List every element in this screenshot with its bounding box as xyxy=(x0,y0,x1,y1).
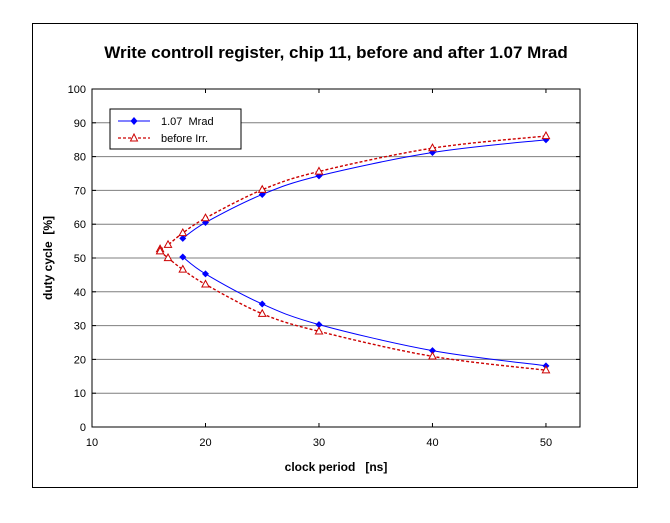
series-layer xyxy=(155,130,551,374)
x-tick-label: 10 xyxy=(86,437,98,449)
y-tick-label: 60 xyxy=(74,219,86,231)
x-tick-label: 50 xyxy=(540,437,552,449)
legend-marker-series-1 xyxy=(130,117,138,125)
y-tick-label: 10 xyxy=(74,388,86,400)
data-point xyxy=(201,270,209,278)
y-tick-label: 30 xyxy=(74,321,86,333)
chart-frame: Write controll register, chip 11, before… xyxy=(32,23,638,488)
duty-cycle-chart: Write controll register, chip 11, before… xyxy=(41,43,581,474)
series-line xyxy=(159,135,547,250)
data-point xyxy=(314,326,324,335)
chart-title: Write controll register, chip 11, before… xyxy=(104,43,568,62)
series-line xyxy=(182,139,547,239)
data-point xyxy=(201,279,210,288)
series-line xyxy=(159,250,547,371)
data-point xyxy=(428,347,436,355)
x-tick-label: 40 xyxy=(426,437,438,449)
data-point xyxy=(257,184,267,193)
data-point xyxy=(428,351,437,360)
gridlines xyxy=(92,122,580,394)
legend-label-series-2: before Irr. xyxy=(161,133,208,145)
y-tick-label: 70 xyxy=(74,185,86,197)
data-point xyxy=(315,321,323,329)
legend-label-series-1: 1.07 Mrad xyxy=(161,116,214,128)
y-tick-label: 90 xyxy=(74,118,86,130)
series-2 xyxy=(155,130,551,374)
series-line xyxy=(182,256,547,367)
data-point xyxy=(179,234,187,242)
data-point xyxy=(541,365,551,374)
data-point xyxy=(178,264,188,273)
data-point xyxy=(257,308,267,317)
data-point xyxy=(155,246,165,255)
legend-marker-series-2 xyxy=(129,132,139,142)
data-point xyxy=(163,252,173,262)
y-tick-label: 0 xyxy=(80,422,86,434)
y-axis-label: duty cycle [%] xyxy=(41,216,55,300)
y-tick-label: 80 xyxy=(74,152,86,164)
data-point xyxy=(163,239,173,248)
data-point xyxy=(178,227,188,237)
legend-box xyxy=(109,108,242,150)
x-tick-label: 20 xyxy=(199,437,211,449)
data-point xyxy=(258,300,266,308)
y-tick-label: 100 xyxy=(68,84,86,96)
data-point xyxy=(201,213,210,222)
y-tick-label: 50 xyxy=(74,253,86,265)
legend: 1.07 Mrad before Irr. xyxy=(109,108,242,150)
y-tick-label: 20 xyxy=(74,354,86,366)
y-tick-label: 40 xyxy=(74,287,86,299)
data-point xyxy=(314,166,324,175)
series-1 xyxy=(179,136,550,370)
data-point xyxy=(428,143,437,152)
x-tick-label: 30 xyxy=(313,437,325,449)
data-point xyxy=(541,130,551,140)
data-point xyxy=(179,253,187,261)
x-axis-label: clock period [ns] xyxy=(285,460,388,474)
